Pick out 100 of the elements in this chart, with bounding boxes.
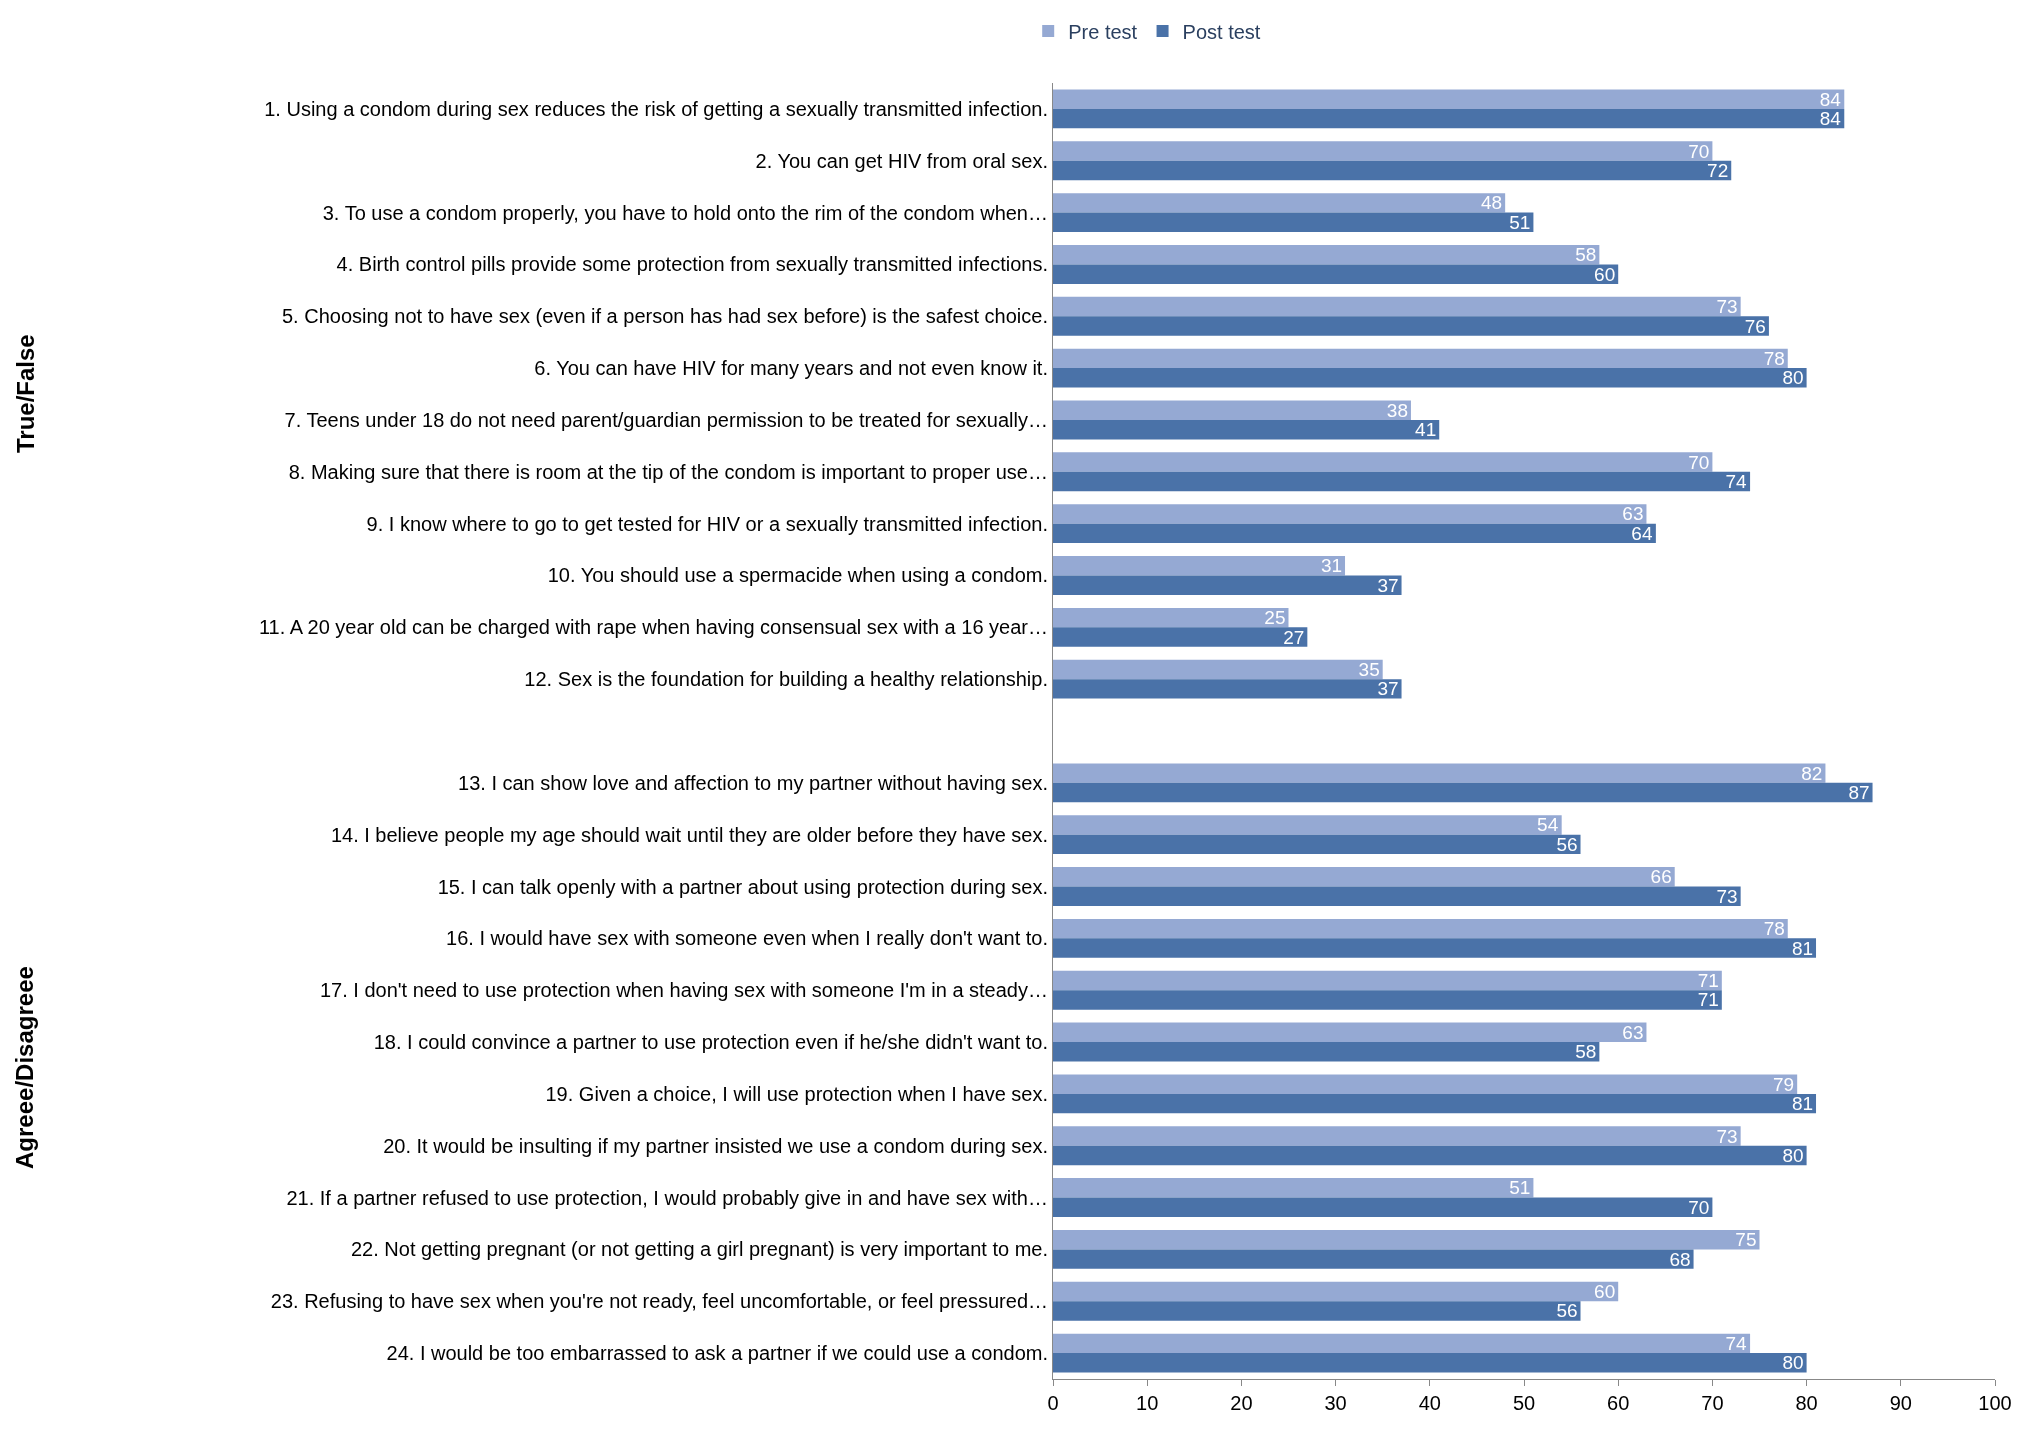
data-label: 25 bbox=[1264, 607, 1286, 629]
x-tick-label: 70 bbox=[1701, 1392, 1724, 1414]
data-label: 70 bbox=[1688, 1196, 1710, 1218]
text: Agreee/Disagreee bbox=[11, 966, 39, 1169]
bar bbox=[1053, 1229, 1760, 1250]
data-label: 38 bbox=[1386, 399, 1408, 421]
y-tick-label: 16. I would have sex with someone even when I really don't want to. bbox=[446, 927, 1048, 950]
data-label: 66 bbox=[1650, 866, 1672, 888]
bar bbox=[1053, 659, 1383, 680]
data-label: 63 bbox=[1622, 1021, 1644, 1043]
y-tick-label: 1. Using a condom during sex reduces the risk of getting a sexually transmitted infection. bbox=[264, 97, 1048, 120]
y-tick-label: 22. Not getting pregnant (or not getting a girl pregnant) is very important to me. bbox=[350, 1238, 1048, 1261]
data-label: 78 bbox=[1763, 347, 1785, 369]
data-label: 70 bbox=[1688, 140, 1710, 162]
data-label: 54 bbox=[1537, 814, 1559, 836]
data-label: 73 bbox=[1716, 1125, 1738, 1147]
x-tick-label: 80 bbox=[1795, 1392, 1818, 1414]
bar bbox=[1053, 348, 1788, 369]
bar bbox=[1053, 886, 1741, 906]
y-tick-label: 5. Choosing not to have sex (even if a person has had sex before) is the safest choice. bbox=[281, 305, 1048, 328]
data-label: 37 bbox=[1377, 678, 1399, 700]
bar bbox=[1053, 815, 1562, 835]
data-label: 84 bbox=[1819, 108, 1842, 130]
bar bbox=[1053, 763, 1826, 783]
x-tick-label: 60 bbox=[1607, 1392, 1630, 1414]
bar bbox=[1053, 419, 1440, 440]
y-tick-label: 10. You should use a spermacide when using a condom. bbox=[547, 564, 1048, 587]
bar bbox=[1053, 679, 1402, 699]
bar bbox=[1053, 400, 1411, 420]
data-label: 51 bbox=[1509, 211, 1531, 233]
y-tick-label: 2. You can get HIV from oral sex. bbox=[755, 149, 1048, 172]
bar bbox=[1053, 89, 1845, 109]
data-label: 71 bbox=[1697, 969, 1719, 991]
data-label: 27 bbox=[1283, 626, 1305, 648]
bar bbox=[1053, 1093, 1817, 1114]
y-tick-label: 12. Sex is the foundation for building a healthy relationship. bbox=[524, 668, 1048, 691]
bar bbox=[1053, 938, 1817, 958]
bar bbox=[1053, 1145, 1807, 1166]
bar bbox=[1053, 1281, 1619, 1302]
bar bbox=[1053, 1249, 1694, 1269]
bar bbox=[1053, 556, 1346, 576]
data-label: 37 bbox=[1377, 574, 1399, 596]
bar bbox=[1053, 504, 1647, 524]
bar bbox=[1053, 1126, 1741, 1146]
text: True/False bbox=[11, 334, 39, 454]
data-label: 73 bbox=[1716, 296, 1738, 318]
data-label: 81 bbox=[1791, 1093, 1814, 1115]
x-tick-label: 50 bbox=[1512, 1392, 1536, 1414]
data-label: 80 bbox=[1782, 1352, 1804, 1374]
data-label: 31 bbox=[1320, 555, 1343, 577]
y-tick-label: 7. Teens under 18 do not need parent/guardian permission to be treated for sexually… bbox=[284, 408, 1048, 431]
bar bbox=[1053, 296, 1741, 317]
x-tick-label: 0 bbox=[1047, 1392, 1059, 1414]
x-tick-label: 100 bbox=[1978, 1392, 2012, 1414]
y-tick-label: 20. It would be insulting if my partner insisted we use a condom during sex. bbox=[383, 1134, 1048, 1157]
y-tick-label: 14. I believe people my age should wait until they are older before they have sex. bbox=[330, 823, 1048, 846]
x-tick-label: 30 bbox=[1324, 1392, 1347, 1414]
data-label: 81 bbox=[1791, 937, 1814, 959]
data-label: 48 bbox=[1481, 192, 1503, 214]
data-label: 76 bbox=[1744, 315, 1766, 337]
y-tick-label: 4. Birth control pills provide some protection from sexually transmitted infections. bbox=[336, 253, 1048, 276]
bar bbox=[1053, 575, 1402, 595]
bar bbox=[1053, 1178, 1534, 1198]
data-label: 79 bbox=[1773, 1073, 1795, 1095]
data-label: 56 bbox=[1556, 833, 1578, 855]
y-tick-label: 21. If a partner refused to use protection, I would probably give in and have sex with… bbox=[286, 1186, 1048, 1209]
y-tick-label: 17. I don't need to use protection when having sex with someone I'm in a steady… bbox=[319, 979, 1048, 1002]
bar bbox=[1053, 1353, 1807, 1373]
data-label: 41 bbox=[1415, 419, 1437, 441]
bar bbox=[1053, 1333, 1751, 1354]
legend-label: Pre test bbox=[1068, 20, 1138, 43]
y-tick-label: 3. To use a condom properly, you have to hold onto the rim of the condom when… bbox=[322, 201, 1048, 224]
data-label: 68 bbox=[1669, 1248, 1691, 1270]
data-label: 63 bbox=[1622, 503, 1644, 525]
x-tick-label: 20 bbox=[1230, 1392, 1253, 1414]
data-label: 84 bbox=[1819, 88, 1842, 110]
data-label: 60 bbox=[1594, 1281, 1616, 1303]
data-label: 80 bbox=[1782, 1144, 1804, 1166]
data-label: 75 bbox=[1735, 1229, 1757, 1251]
data-label: 70 bbox=[1688, 451, 1710, 473]
y-tick-label: 8. Making sure that there is room at the tip of the condom is important to proper use… bbox=[288, 460, 1048, 483]
data-label: 74 bbox=[1725, 471, 1748, 493]
bar bbox=[1053, 1301, 1581, 1321]
y-tick-label: 18. I could convince a partner to use protection even if he/she didn't want to. bbox=[373, 1031, 1048, 1054]
data-label: 56 bbox=[1556, 1300, 1578, 1322]
y-tick-label: 6. You can have HIV for many years and not even know it. bbox=[534, 357, 1048, 380]
bar bbox=[1053, 316, 1769, 336]
y-tick-label: 24. I would be too embarrassed to ask a partner if we could use a condom. bbox=[386, 1342, 1048, 1365]
data-label: 82 bbox=[1801, 762, 1823, 784]
bar bbox=[1053, 452, 1713, 472]
data-label: 64 bbox=[1631, 522, 1653, 544]
bar bbox=[1053, 245, 1600, 265]
bar bbox=[1053, 867, 1675, 887]
bar bbox=[1053, 990, 1722, 1010]
bar bbox=[1053, 607, 1289, 628]
bar bbox=[1053, 1022, 1647, 1043]
y-tick-label: 9. I know where to go to get tested for HIV or a sexually transmitted infection. bbox=[366, 512, 1048, 535]
data-label: 35 bbox=[1358, 658, 1380, 680]
bar bbox=[1053, 141, 1713, 161]
bar bbox=[1053, 523, 1656, 544]
